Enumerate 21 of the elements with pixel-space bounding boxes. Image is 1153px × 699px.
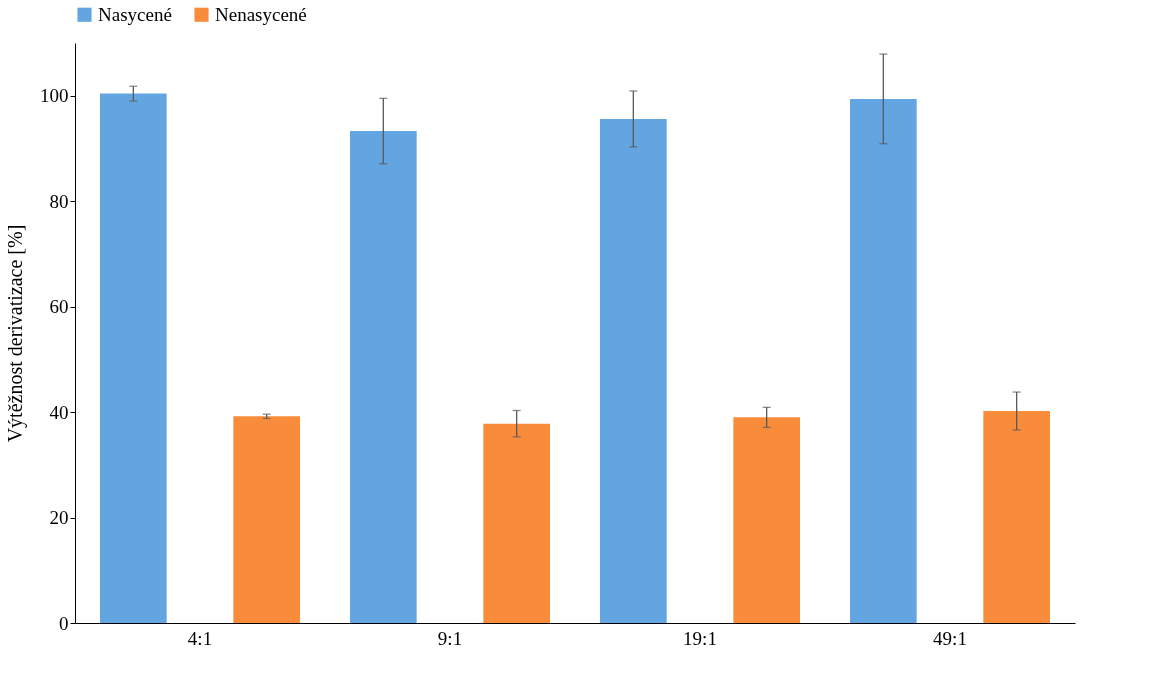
bar <box>600 118 667 623</box>
y-tick-label: 20 <box>49 507 69 529</box>
x-tick-label: 19:1 <box>683 627 717 649</box>
x-tick-label: 9:1 <box>437 627 463 649</box>
bar <box>233 416 300 623</box>
y-tick-label: 60 <box>49 296 69 318</box>
legend-label: Nenasycené <box>215 3 307 25</box>
x-tick-label: 49:1 <box>933 627 967 649</box>
x-tick-label: 4:1 <box>187 627 213 649</box>
y-tick-label: 80 <box>49 190 69 212</box>
y-axis-title: Výtěžnost derivatizace [%] <box>4 224 27 443</box>
y-tick-label: 100 <box>40 85 69 107</box>
bar <box>100 93 167 623</box>
y-tick-label: 0 <box>59 612 69 634</box>
bar <box>733 417 800 623</box>
legend-label: Nasycené <box>98 3 172 25</box>
bar <box>983 411 1050 623</box>
bar <box>850 98 917 623</box>
y-tick-label: 40 <box>49 401 69 423</box>
bar <box>483 423 550 623</box>
bar <box>350 131 417 623</box>
